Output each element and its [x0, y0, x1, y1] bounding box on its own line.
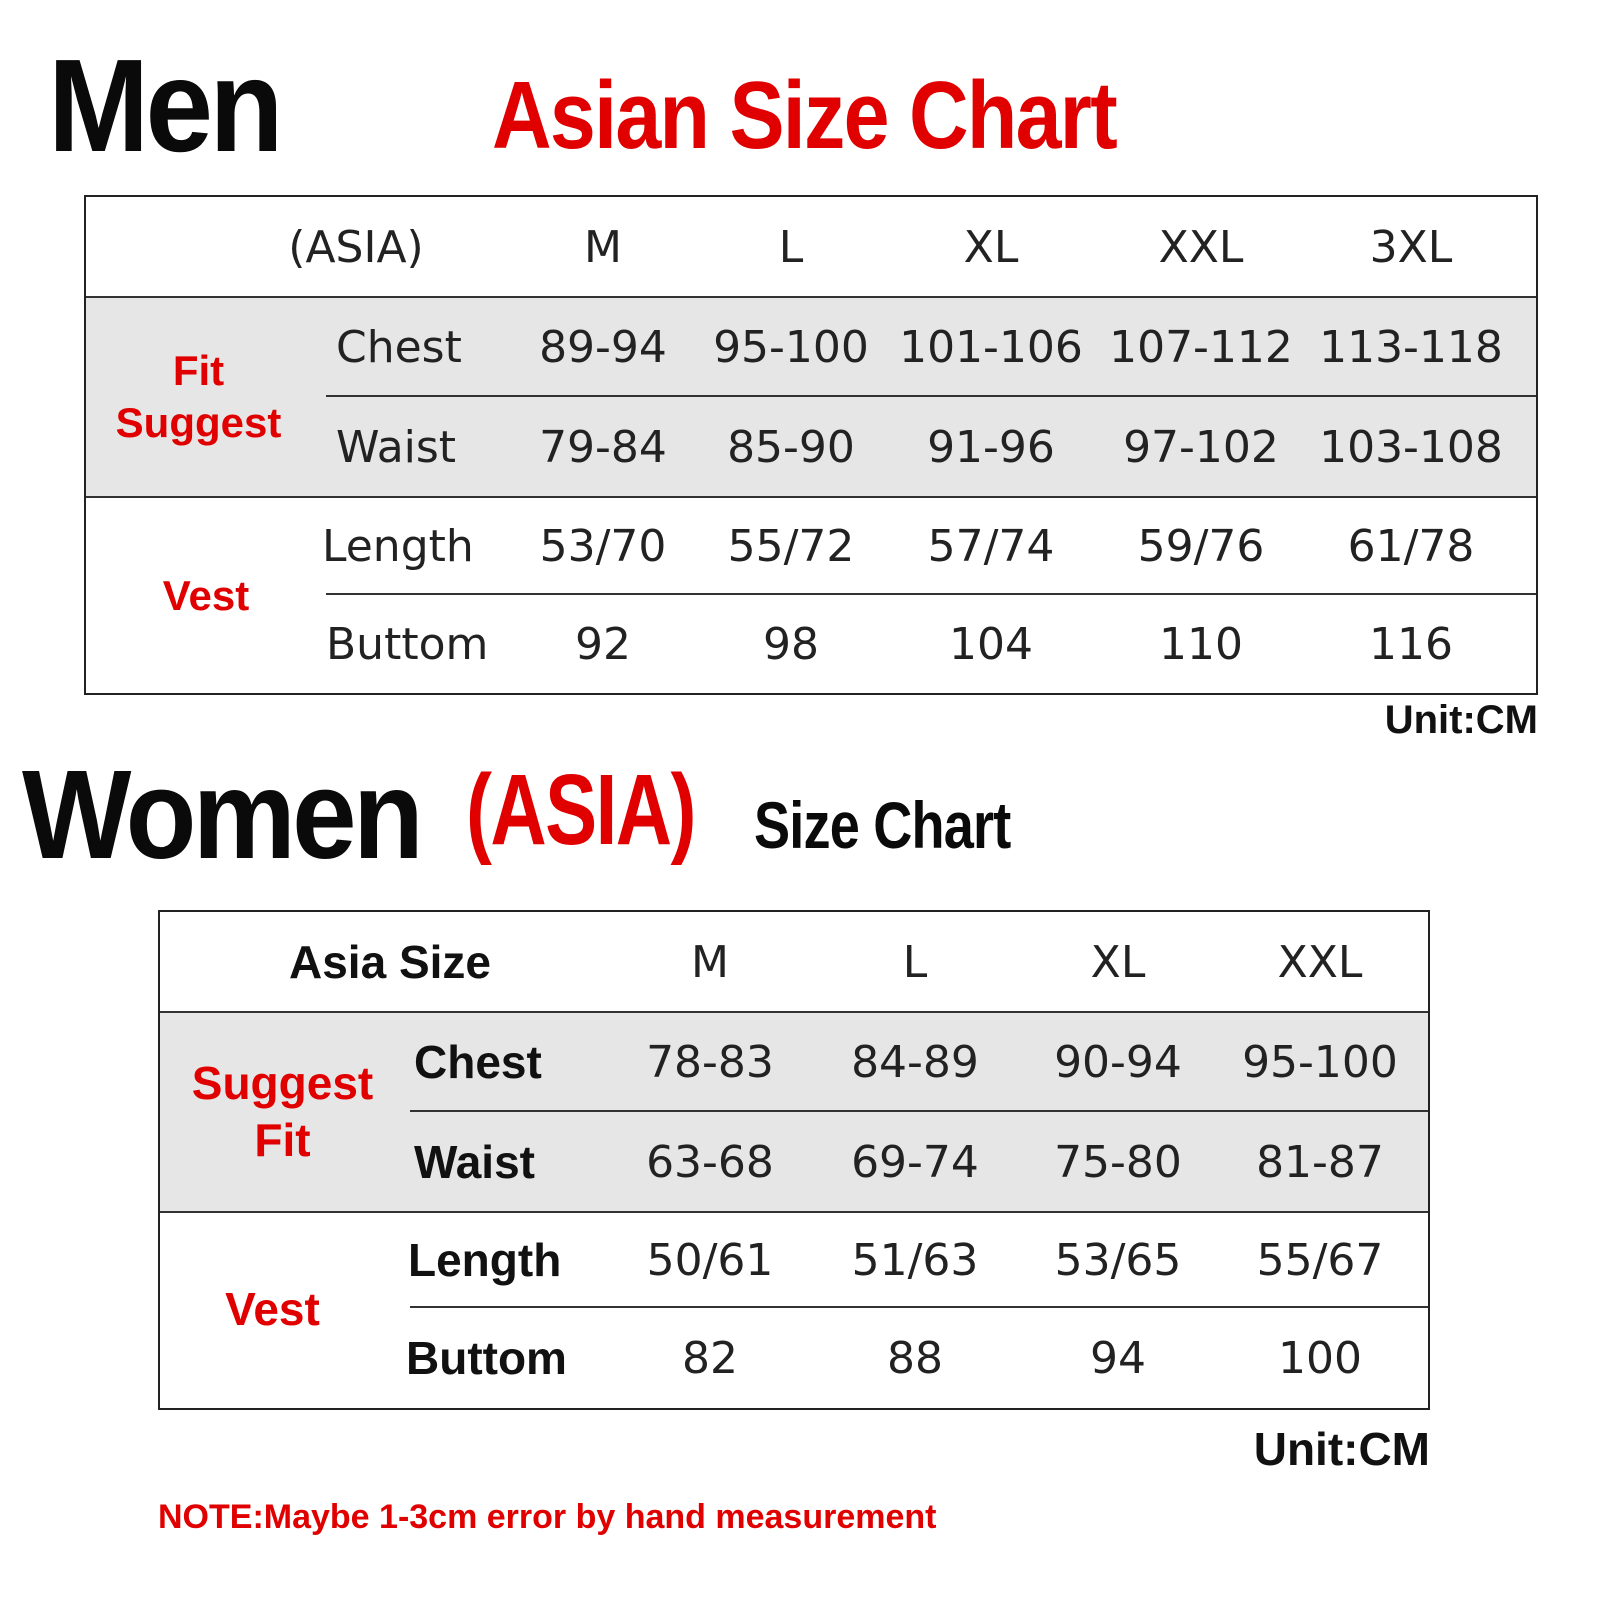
men-header-divider: [86, 296, 1536, 298]
men-row-label-chest: Chest: [336, 321, 462, 373]
women-group-suggest-fit: Suggest Fit: [160, 1012, 405, 1212]
men-unit-label: Unit:CM: [1384, 698, 1538, 742]
women-group-vest-line1: Vest: [225, 1283, 320, 1336]
women-subtitle-asia: (ASIA): [466, 754, 697, 866]
men-row-divider-1: [326, 395, 1536, 397]
women-size-xxl: XXL: [1277, 936, 1363, 988]
men-group-fit-line2: Suggest: [115, 399, 282, 446]
men-row-label-length: Length: [322, 520, 474, 572]
women-length-m: 50/61: [646, 1234, 774, 1286]
men-subtitle: Asian Size Chart: [492, 62, 1118, 169]
men-group-vest-line1: Vest: [162, 571, 250, 619]
women-row-divider-3: [410, 1306, 1428, 1308]
men-row-divider-3: [326, 593, 1536, 595]
women-row-label-buttom: Buttom: [406, 1332, 567, 1384]
women-fit-band: [160, 1012, 1428, 1212]
women-length-l: 51/63: [851, 1234, 979, 1286]
women-waist-xl: 75-80: [1054, 1136, 1182, 1188]
men-length-l: 55/72: [727, 520, 855, 572]
women-chest-xl: 90-94: [1054, 1036, 1182, 1088]
men-buttom-3xl: 116: [1369, 618, 1453, 670]
women-group-vest: Vest: [160, 1212, 385, 1408]
men-waist-m: 79-84: [539, 421, 667, 473]
men-title: Men: [48, 32, 284, 179]
men-waist-xl: 91-96: [927, 421, 1055, 473]
women-buttom-l: 88: [887, 1332, 943, 1384]
men-group-divider: [86, 496, 1536, 498]
men-chest-xxl: 107-112: [1109, 321, 1293, 373]
men-header-label: (ASIA): [288, 221, 424, 273]
men-buttom-xl: 104: [949, 618, 1033, 670]
men-length-xxl: 59/76: [1137, 520, 1265, 572]
women-chest-m: 78-83: [646, 1036, 774, 1088]
men-length-m: 53/70: [539, 520, 667, 572]
women-row-label-waist: Waist: [414, 1136, 535, 1188]
women-group-fit-line1: Suggest: [191, 1056, 374, 1109]
men-buttom-m: 92: [575, 618, 631, 670]
women-title: Women: [22, 744, 424, 885]
men-row-label-buttom: Buttom: [326, 618, 489, 670]
women-row-label-chest: Chest: [414, 1036, 542, 1088]
men-waist-3xl: 103-108: [1319, 421, 1503, 473]
men-fit-band: [86, 297, 1536, 497]
women-length-xxl: 55/67: [1256, 1234, 1384, 1286]
women-header-label: Asia Size: [289, 936, 491, 988]
women-buttom-xl: 94: [1090, 1332, 1146, 1384]
men-size-xxl: XXL: [1158, 221, 1244, 273]
measurement-note: NOTE:Maybe 1-3cm error by hand measureme…: [158, 1498, 937, 1536]
women-chest-l: 84-89: [851, 1036, 979, 1088]
women-row-divider-1: [410, 1110, 1428, 1112]
men-size-table: (ASIA) M L XL XXL 3XL Fit Suggest Vest C…: [84, 195, 1538, 695]
men-group-fit-line1: Fit: [172, 346, 225, 394]
men-buttom-xxl: 110: [1159, 618, 1243, 670]
women-chest-xxl: 95-100: [1242, 1036, 1398, 1088]
men-waist-xxl: 97-102: [1123, 421, 1279, 473]
men-chest-3xl: 113-118: [1319, 321, 1503, 373]
men-chest-xl: 101-106: [899, 321, 1083, 373]
women-waist-m: 63-68: [646, 1136, 774, 1188]
men-group-vest: Vest: [86, 497, 326, 695]
women-unit-label: Unit:CM: [1253, 1423, 1430, 1475]
men-buttom-l: 98: [763, 618, 819, 670]
women-waist-xxl: 81-87: [1256, 1136, 1384, 1188]
women-header-divider: [160, 1011, 1428, 1013]
men-size-m: M: [584, 221, 622, 273]
women-size-m: M: [691, 936, 729, 988]
women-row-label-length: Length: [408, 1234, 562, 1286]
women-buttom-xxl: 100: [1278, 1332, 1362, 1384]
women-waist-l: 69-74: [851, 1136, 979, 1188]
men-size-3xl: 3XL: [1369, 221, 1453, 273]
women-group-fit-line2: Fit: [254, 1114, 311, 1166]
women-buttom-m: 82: [682, 1332, 738, 1384]
women-size-table: Asia Size M L XL XXL Suggest Fit Vest Ch…: [158, 910, 1430, 1410]
men-group-fit-suggest: Fit Suggest: [86, 297, 311, 497]
men-length-3xl: 61/78: [1347, 520, 1475, 572]
women-length-xl: 53/65: [1054, 1234, 1182, 1286]
men-chest-m: 89-94: [539, 321, 667, 373]
men-size-l: L: [778, 221, 804, 273]
women-size-xl: XL: [1090, 936, 1146, 988]
men-waist-l: 85-90: [727, 421, 855, 473]
women-subtitle-size-chart: Size Chart: [754, 788, 1011, 862]
men-row-label-waist: Waist: [336, 421, 457, 473]
women-group-divider: [160, 1211, 1428, 1213]
men-chest-l: 95-100: [713, 321, 869, 373]
men-length-xl: 57/74: [927, 520, 1055, 572]
men-size-xl: XL: [963, 221, 1019, 273]
women-size-l: L: [902, 936, 928, 988]
